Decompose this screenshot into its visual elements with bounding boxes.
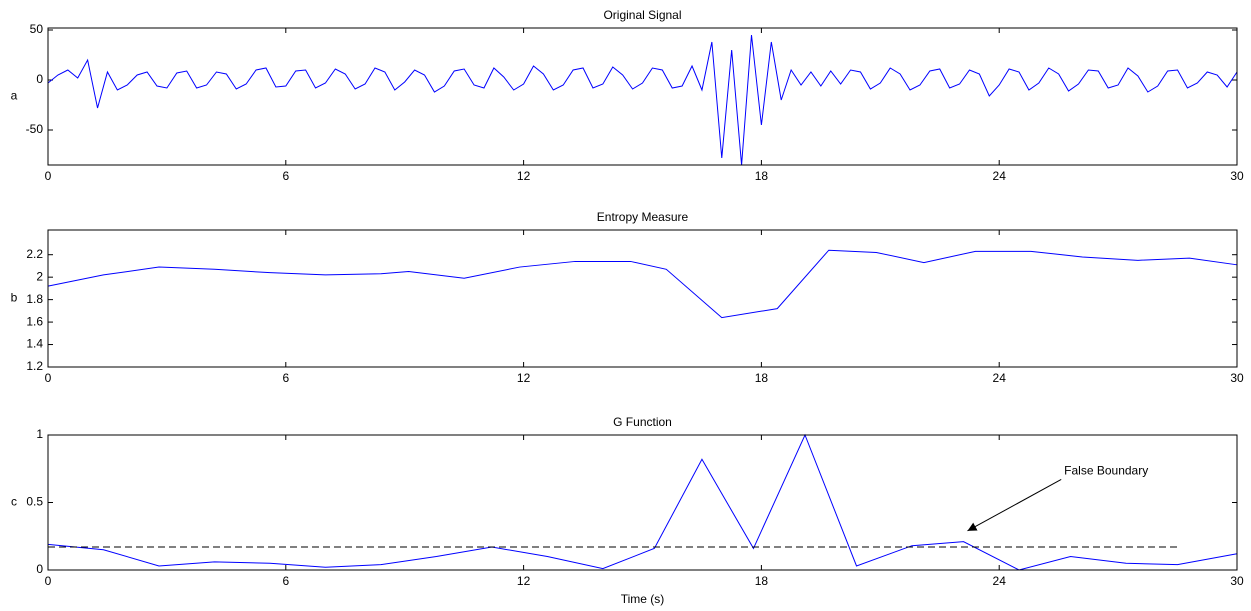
x-tick-label: 18 (755, 574, 769, 588)
axes-box (47, 27, 1238, 166)
x-tick-label: 12 (517, 574, 531, 588)
y-tick-label: 0 (36, 72, 43, 86)
x-tick-label: 0 (45, 169, 52, 183)
y-tick-label: 50 (30, 22, 44, 36)
x-tick-label: 18 (755, 371, 769, 385)
y-tick-label: 0 (36, 562, 43, 576)
x-tick-label: 6 (282, 574, 289, 588)
y-tick-label: 0.5 (26, 495, 43, 509)
panel-title: G Function (613, 415, 672, 429)
x-tick-label: 30 (1230, 169, 1244, 183)
panel-title: Original Signal (603, 8, 681, 22)
x-tick-label: 12 (517, 371, 531, 385)
axes-box (47, 229, 1238, 368)
annotation-text: False Boundary (1064, 464, 1148, 478)
x-tick-label: 12 (517, 169, 531, 183)
y-axis-label: a (11, 89, 18, 103)
y-axis-label: c (11, 495, 17, 509)
x-tick-label: 6 (282, 169, 289, 183)
signal-line (47, 34, 1238, 166)
y-tick-label: 1 (36, 427, 43, 441)
x-tick-label: 0 (45, 574, 52, 588)
axes-box (47, 434, 1238, 571)
y-axis-label: b (11, 291, 18, 305)
annotation-arrow (967, 479, 1062, 532)
x-axis-label: Time (s) (621, 592, 665, 606)
y-tick-label: 1.4 (26, 337, 43, 351)
x-tick-label: 18 (755, 169, 769, 183)
y-tick-label: 1.2 (26, 359, 43, 373)
x-tick-label: 30 (1230, 574, 1244, 588)
y-tick-label: 2 (36, 269, 43, 283)
y-tick-label: 2.2 (26, 247, 43, 261)
x-tick-label: 24 (993, 574, 1007, 588)
panel-title: Entropy Measure (597, 210, 689, 224)
x-tick-label: 24 (993, 169, 1007, 183)
y-tick-label: 1.6 (26, 314, 43, 328)
signal-line (47, 433, 1238, 571)
y-tick-label: 1.8 (26, 292, 43, 306)
x-tick-label: 6 (282, 371, 289, 385)
x-tick-label: 24 (993, 371, 1007, 385)
x-tick-label: 30 (1230, 371, 1244, 385)
signal-line (47, 249, 1238, 319)
y-tick-label: -50 (26, 122, 44, 136)
x-tick-label: 0 (45, 371, 52, 385)
